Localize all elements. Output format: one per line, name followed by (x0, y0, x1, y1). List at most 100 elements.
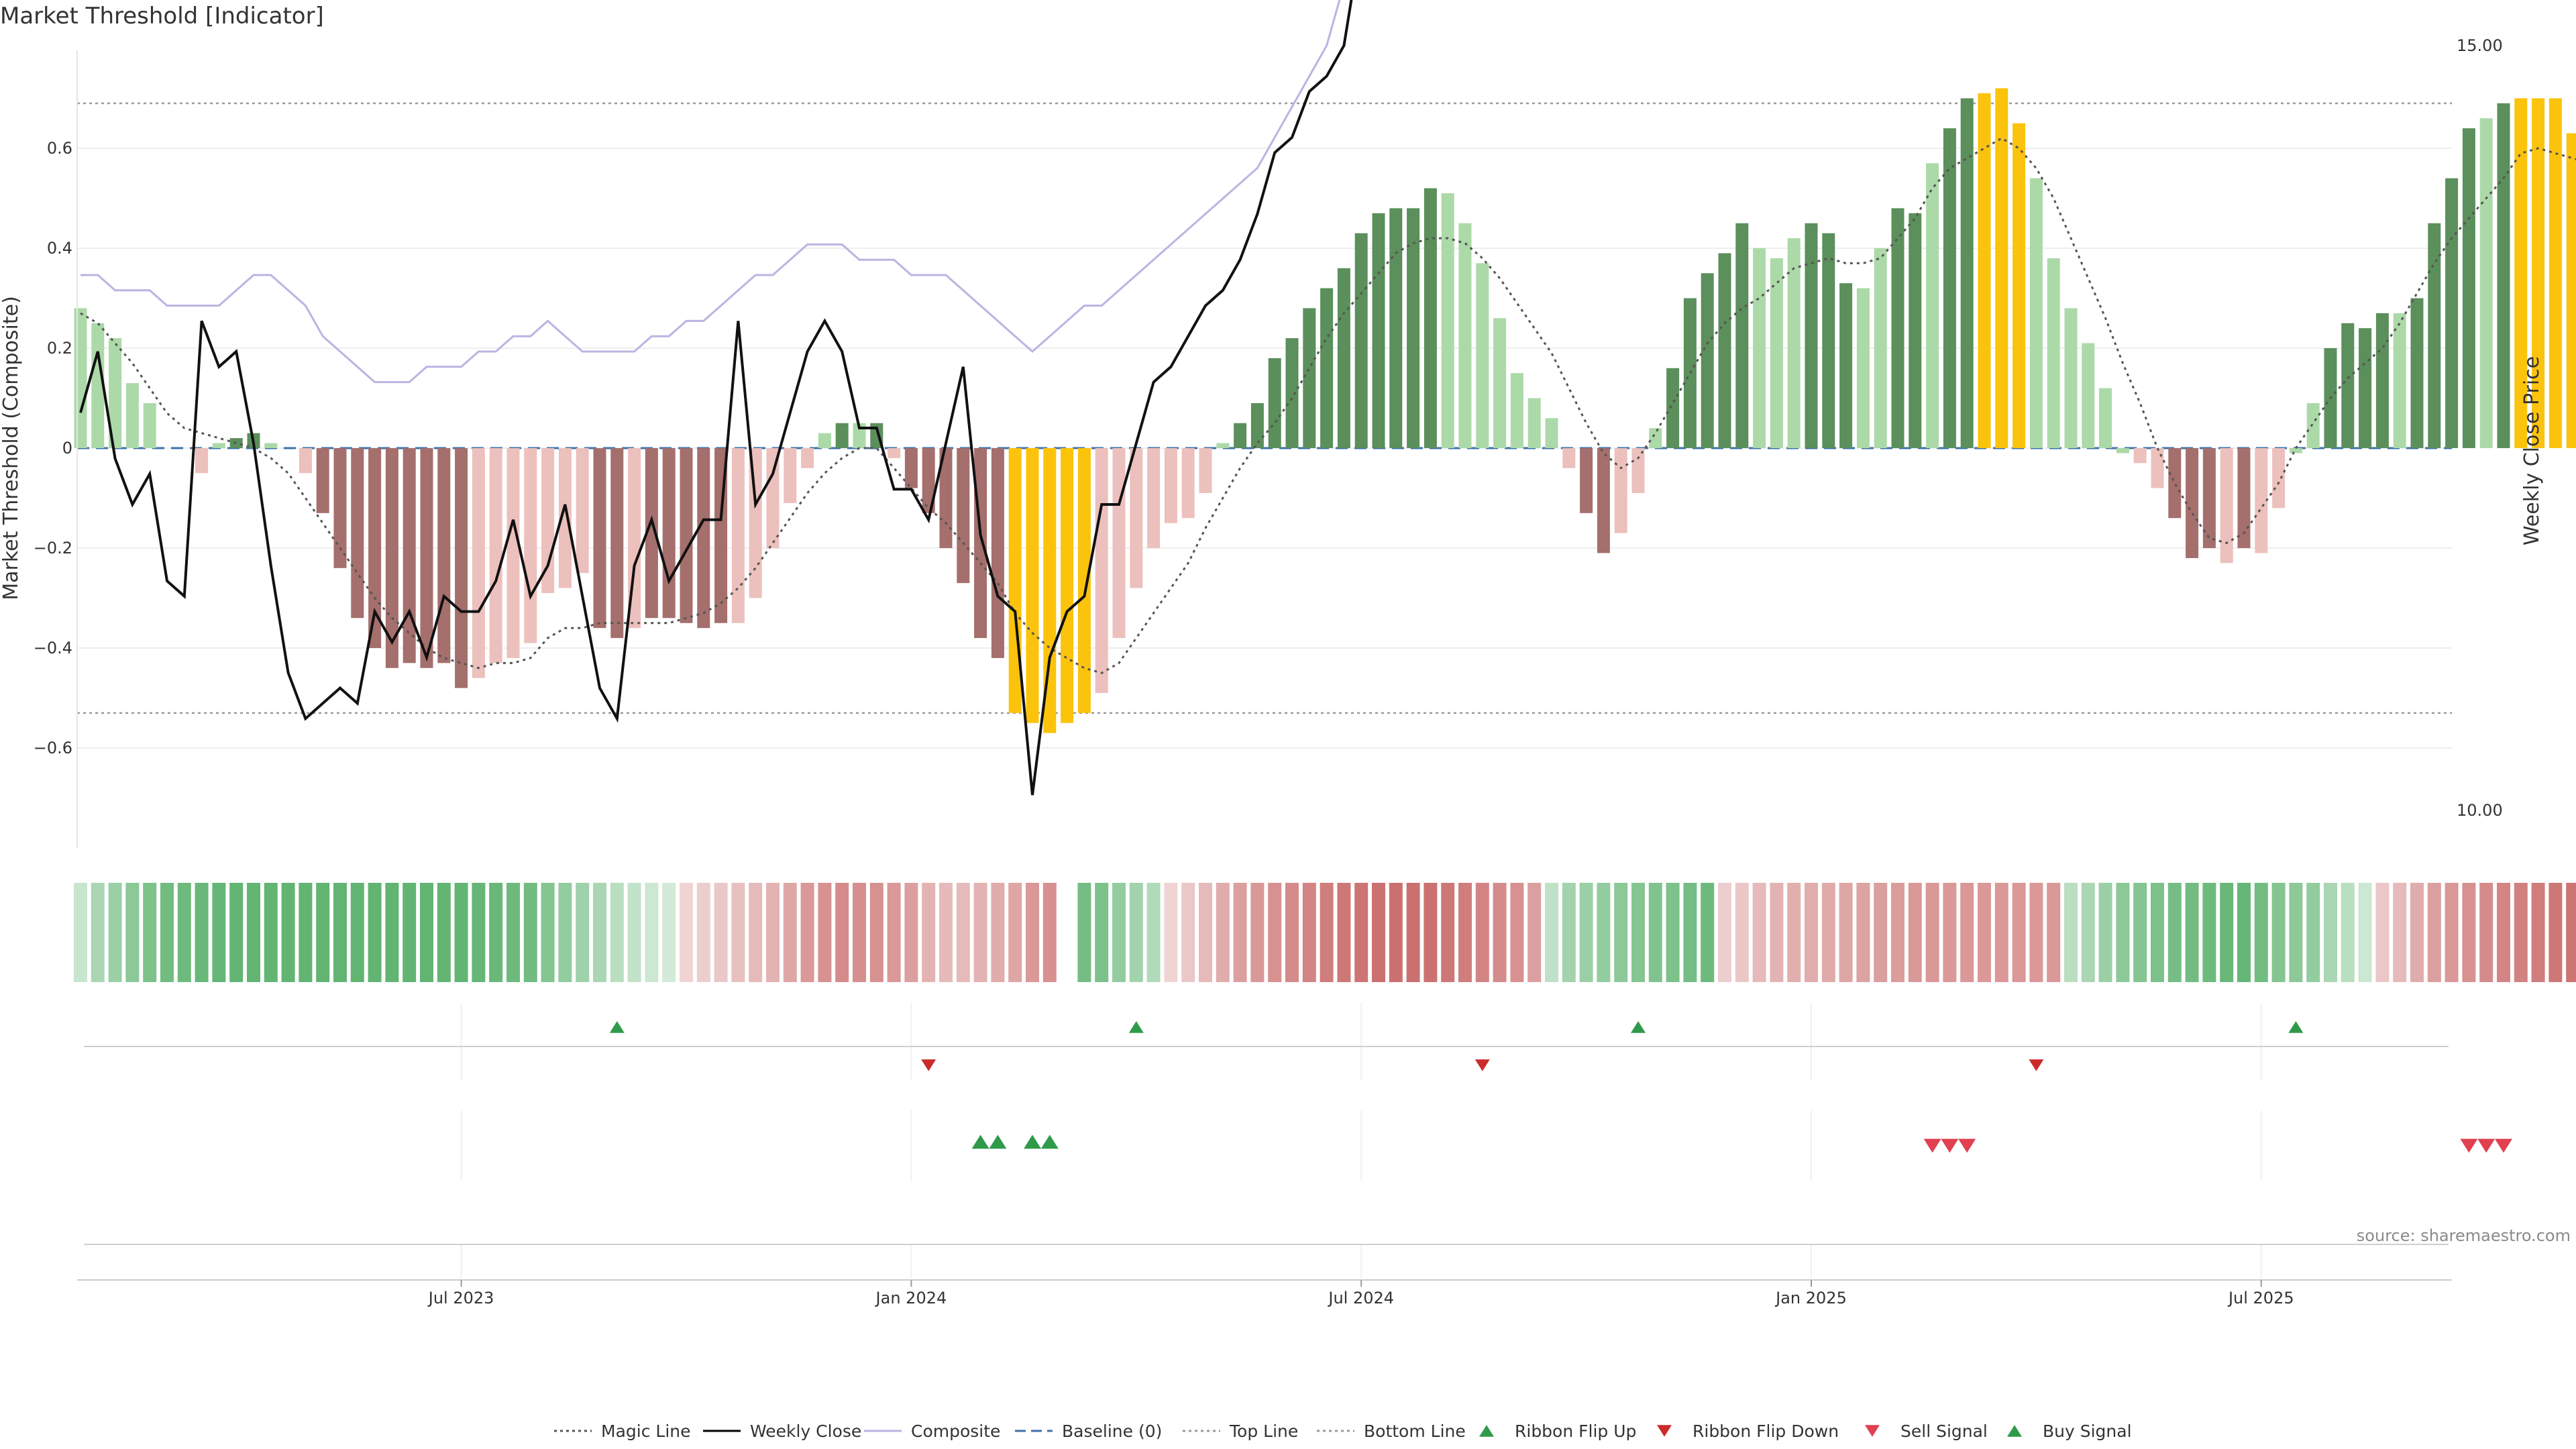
ribbon-flip-down-marker (1474, 1059, 1490, 1071)
composite-bar (1943, 128, 1956, 448)
ribbon-cell (1475, 883, 1489, 982)
ribbon-cell (2306, 883, 2320, 982)
ribbon-cell (2479, 883, 2493, 982)
ribbon-cell (1458, 883, 1472, 982)
ribbon-cell (2497, 883, 2510, 982)
ribbon-cell (2064, 883, 2078, 982)
composite-bar (610, 448, 624, 639)
ribbon-cell (2167, 883, 2182, 982)
composite-bar (2548, 98, 2562, 448)
composite-bar (2168, 448, 2182, 519)
composite-bar (1181, 448, 1195, 519)
composite-bar (1891, 208, 1904, 448)
ribbon-cell (2324, 883, 2337, 982)
ribbon-cell (212, 883, 226, 982)
composite-bar (109, 338, 122, 448)
composite-bar (455, 448, 468, 688)
ribbon-cell (1493, 883, 1507, 982)
composite-bar (1822, 233, 1835, 448)
composite-bar (2099, 388, 2112, 448)
composite-bar (1320, 288, 1334, 448)
composite-bar (1909, 213, 1922, 448)
composite-bar (402, 448, 416, 663)
sell-signal-marker (1923, 1138, 1941, 1153)
ribbon-cell (1787, 883, 1801, 982)
composite-bar (1562, 448, 1576, 468)
sell-signal-marker (1941, 1138, 1959, 1153)
ribbon-cell (1683, 883, 1697, 982)
legend-label: Composite (911, 1421, 1000, 1441)
ribbon-cell (2410, 883, 2424, 982)
ribbon-cell (1285, 883, 1299, 982)
composite-bar (1424, 188, 1437, 448)
ribbon-cell (2566, 883, 2576, 982)
composite-bar (316, 448, 329, 513)
ribbon-cell (2116, 883, 2130, 982)
ribbon-cell (1562, 883, 1576, 982)
ribbon-cell (2185, 883, 2199, 982)
ribbon-cell (2098, 883, 2112, 982)
ribbon-cell (2133, 883, 2147, 982)
ribbon-cell (1424, 883, 1438, 982)
composite-bar (472, 448, 485, 678)
composite-bar (195, 448, 209, 474)
ribbon-cell (2358, 883, 2372, 982)
composite-bar (1649, 428, 1662, 448)
composite-bar (1372, 213, 1385, 448)
ribbon-cell (402, 883, 417, 982)
ribbon-cell (350, 883, 364, 982)
composite-bar (506, 448, 520, 658)
composite-bar (766, 448, 780, 548)
ribbon-cell (2375, 883, 2390, 982)
composite-bar (2272, 448, 2286, 508)
composite-bar (645, 448, 658, 619)
composite-bar (2445, 178, 2459, 448)
ribbon-cell (1839, 883, 1853, 982)
composite-bar (264, 443, 278, 448)
ribbon-cell (1146, 883, 1161, 982)
ribbon-cell (1216, 883, 1230, 982)
x-tick-label: Jan 2024 (875, 1289, 947, 1307)
composite-bar (1995, 88, 2008, 449)
ribbon-cell (108, 883, 122, 982)
ribbon-cell (2151, 883, 2164, 982)
composite-bar (957, 448, 970, 584)
buy-signal-marker (971, 1134, 989, 1149)
ribbon-cell (1510, 883, 1524, 982)
ribbon-cell (887, 883, 901, 982)
composite-bar (2220, 448, 2233, 564)
composite-bar (1147, 448, 1161, 548)
composite-bar (680, 448, 693, 623)
composite-bar (1476, 263, 1489, 448)
ribbon-cell (2237, 883, 2251, 982)
ribbon-cell (853, 883, 866, 982)
composite-bar (2047, 258, 2060, 448)
composite-bar (212, 443, 225, 448)
ribbon-cell (74, 883, 87, 982)
ribbon-cell (472, 883, 486, 982)
composite-bar (2341, 323, 2355, 448)
composite-bar (1061, 448, 1074, 723)
composite-bar (1008, 448, 1022, 713)
composite-bar (835, 423, 849, 448)
y-tick-label: 0.2 (47, 339, 72, 358)
ribbon-cell (1925, 883, 1939, 982)
composite-bar (437, 448, 451, 663)
composite-bar (74, 308, 87, 448)
y-tick-label: 0.6 (47, 139, 72, 158)
composite-bar (2359, 328, 2372, 448)
composite-bar (1753, 248, 1766, 448)
composite-line (80, 0, 1341, 384)
composite-bar (2428, 223, 2441, 448)
composite-bar (2029, 178, 2043, 448)
ribbon-cell (1527, 883, 1542, 982)
composite-bar (1026, 448, 1039, 723)
ribbon-cell (2029, 883, 2043, 982)
ribbon-cell (177, 883, 191, 982)
ribbon-cell (2514, 883, 2528, 982)
sell-signal-marker (2477, 1138, 2496, 1153)
y-tick-label: 0.4 (47, 239, 72, 258)
composite-bar (1354, 233, 1368, 448)
ribbon-flip-up-marker (2288, 1021, 2304, 1033)
ribbon-cell (143, 883, 157, 982)
